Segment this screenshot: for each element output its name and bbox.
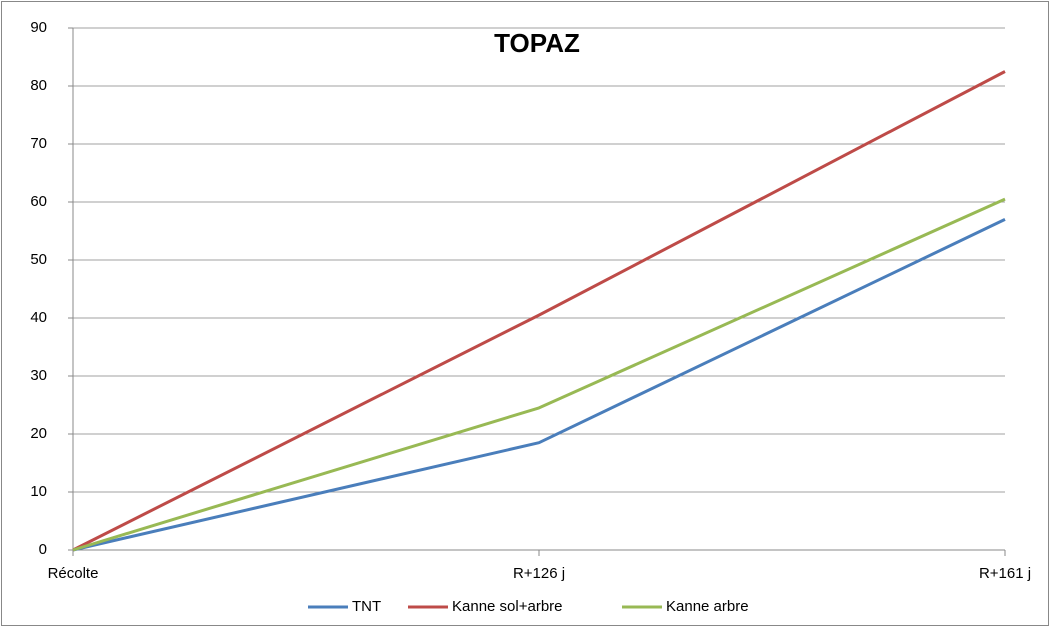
legend-label: Kanne arbre <box>666 598 749 615</box>
y-tick-label: 50 <box>30 251 47 268</box>
series-line <box>72 70 1006 552</box>
y-tick-label: 40 <box>30 309 47 326</box>
y-tick-label: 60 <box>30 193 47 210</box>
y-tick-label: 90 <box>30 19 47 36</box>
y-tick-label: 0 <box>39 541 47 558</box>
x-tick-label: R+126 j <box>513 565 565 582</box>
y-tick-label: 30 <box>30 367 47 384</box>
series-line <box>72 218 1006 552</box>
chart-title: TOPAZ <box>494 28 580 58</box>
x-tick-label: R+161 j <box>979 565 1031 582</box>
legend-label: Kanne sol+arbre <box>452 598 563 615</box>
y-tick-label: 20 <box>30 425 47 442</box>
y-tick-label: 80 <box>30 77 47 94</box>
series-line <box>72 197 1006 552</box>
x-tick-label: Récolte <box>48 565 99 582</box>
legend-label: TNT <box>352 598 381 615</box>
y-tick-label: 10 <box>30 483 47 500</box>
y-tick-label: 70 <box>30 135 47 152</box>
